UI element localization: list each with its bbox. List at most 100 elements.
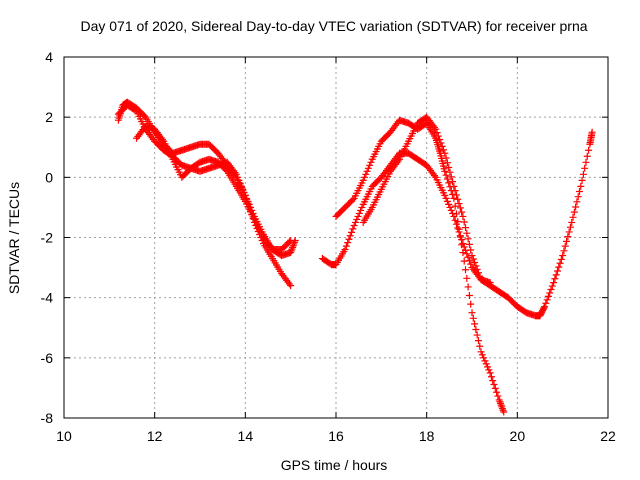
data-point-marker xyxy=(364,164,372,172)
x-tick-label: 22 xyxy=(600,428,616,444)
data-point-marker xyxy=(464,253,472,261)
series-track-6 xyxy=(359,113,494,287)
data-point-marker xyxy=(287,249,295,257)
x-tick-label: 16 xyxy=(328,428,344,444)
y-tick-label: 4 xyxy=(45,49,53,65)
data-point-marker xyxy=(581,164,589,172)
data-point-marker xyxy=(285,280,293,288)
data-point-marker xyxy=(486,369,494,377)
data-point-marker xyxy=(576,188,584,196)
data-point-marker xyxy=(490,380,498,388)
data-point-marker xyxy=(578,176,586,184)
data-point-marker xyxy=(569,213,577,221)
y-tick-label: 2 xyxy=(45,109,53,125)
data-point-marker xyxy=(476,272,484,280)
data-point-marker xyxy=(290,240,298,248)
data-point-marker xyxy=(442,154,450,162)
data-point-marker xyxy=(460,218,468,226)
data-point-marker xyxy=(348,228,356,236)
data-point-marker xyxy=(548,282,556,290)
data-point-marker xyxy=(349,225,357,233)
data-point-marker xyxy=(565,228,573,236)
data-point-marker xyxy=(469,255,477,263)
data-point-marker xyxy=(291,238,299,246)
series-track-3 xyxy=(133,122,299,260)
data-point-marker xyxy=(498,403,506,411)
data-point-marker xyxy=(447,173,455,181)
data-point-marker xyxy=(367,158,375,166)
data-point-marker xyxy=(491,384,499,392)
data-point-marker xyxy=(462,224,470,232)
data-point-marker xyxy=(442,194,450,202)
data-point-marker xyxy=(464,283,472,291)
data-point-marker xyxy=(561,242,569,250)
data-point-marker xyxy=(564,233,572,241)
y-tick-label: -8 xyxy=(41,410,54,426)
data-point-marker xyxy=(443,159,451,167)
data-point-marker xyxy=(236,179,244,187)
x-tick-label: 12 xyxy=(147,428,163,444)
x-tick-label: 14 xyxy=(238,428,254,444)
data-point-marker xyxy=(474,337,482,345)
data-point-marker xyxy=(438,142,446,150)
data-point-marker xyxy=(550,279,558,287)
data-point-marker xyxy=(573,198,581,206)
data-point-marker xyxy=(482,360,490,368)
data-point-marker xyxy=(288,245,296,253)
data-point-marker xyxy=(446,203,454,211)
data-point-marker xyxy=(468,252,476,260)
data-point-marker xyxy=(568,218,576,226)
data-point-marker xyxy=(560,247,568,255)
data-point-marker xyxy=(456,233,464,241)
data-point-marker xyxy=(359,176,367,184)
data-point-marker xyxy=(351,218,359,226)
data-point-marker xyxy=(460,257,468,265)
data-point-marker xyxy=(478,351,486,359)
y-tick-label: -6 xyxy=(41,350,54,366)
data-point-marker xyxy=(454,195,462,203)
data-point-marker xyxy=(341,246,349,254)
data-point-marker xyxy=(474,269,482,277)
data-point-marker xyxy=(588,128,596,136)
data-point-marker xyxy=(553,267,561,275)
data-point-marker xyxy=(442,171,450,179)
data-point-marker xyxy=(455,225,463,233)
data-point-marker xyxy=(542,299,550,307)
data-point-marker xyxy=(472,262,480,270)
data-point-marker xyxy=(450,182,458,190)
data-point-marker xyxy=(289,242,297,250)
data-point-marker xyxy=(430,172,438,180)
data-point-marker xyxy=(432,125,440,133)
data-point-marker xyxy=(494,392,502,400)
data-point-marker xyxy=(495,396,503,404)
data-point-marker xyxy=(441,167,449,175)
data-point-marker xyxy=(360,173,368,181)
data-point-marker xyxy=(496,398,504,406)
data-point-marker xyxy=(342,242,350,250)
data-point-marker xyxy=(441,191,449,199)
data-point-marker xyxy=(458,241,466,249)
data-point-marker xyxy=(582,158,590,166)
data-point-marker xyxy=(500,408,508,416)
data-point-marker xyxy=(362,170,370,178)
data-point-marker xyxy=(454,224,462,232)
data-point-marker xyxy=(559,252,567,260)
data-point-marker xyxy=(430,123,438,131)
data-point-marker xyxy=(570,208,578,216)
data-point-marker xyxy=(489,377,497,385)
data-point-marker xyxy=(487,373,495,381)
data-point-marker xyxy=(394,157,402,165)
data-point-marker xyxy=(433,129,441,137)
data-point-marker xyxy=(289,243,297,251)
data-point-marker xyxy=(481,357,489,365)
data-point-marker xyxy=(464,235,472,243)
data-point-marker xyxy=(472,325,480,333)
data-point-marker xyxy=(458,208,466,216)
data-point-marker xyxy=(436,136,444,144)
data-point-marker xyxy=(465,240,473,248)
y-tick-label: 0 xyxy=(45,169,53,185)
data-point-marker xyxy=(456,204,464,212)
data-point-marker xyxy=(446,168,454,176)
